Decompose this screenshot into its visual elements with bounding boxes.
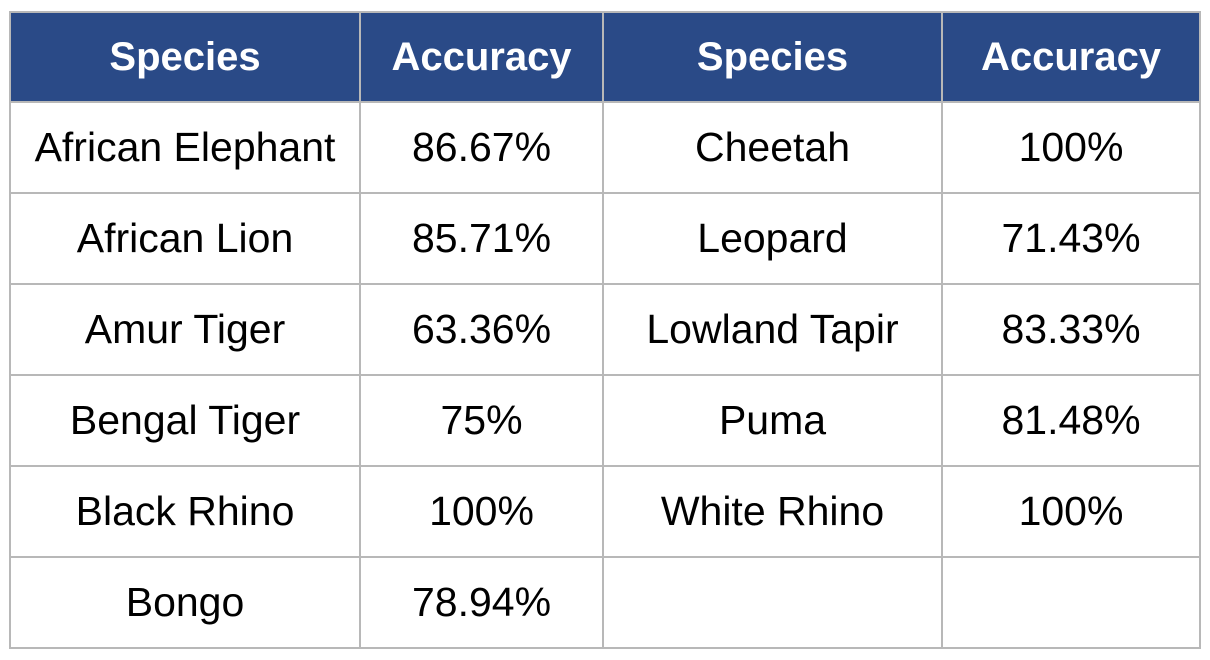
table-row: African Lion 85.71% Leopard 71.43% [9, 192, 1201, 285]
species-cell: White Rhino [602, 465, 943, 558]
species-cell: African Elephant [9, 101, 361, 194]
table-row: Bongo 78.94% [9, 556, 1201, 649]
accuracy-table-container: Species Accuracy Species Accuracy Africa… [9, 11, 1201, 649]
accuracy-cell: 100% [941, 101, 1201, 194]
accuracy-cell: 86.67% [359, 101, 604, 194]
table-header-row: Species Accuracy Species Accuracy [9, 11, 1201, 103]
empty-cell [602, 556, 943, 649]
empty-cell [941, 556, 1201, 649]
species-cell: African Lion [9, 192, 361, 285]
header-species-left: Species [9, 11, 361, 103]
species-cell: Amur Tiger [9, 283, 361, 376]
species-cell: Black Rhino [9, 465, 361, 558]
species-cell: Lowland Tapir [602, 283, 943, 376]
table-row: Bengal Tiger 75% Puma 81.48% [9, 374, 1201, 467]
table-row: Amur Tiger 63.36% Lowland Tapir 83.33% [9, 283, 1201, 376]
header-species-right: Species [602, 11, 943, 103]
species-cell: Bengal Tiger [9, 374, 361, 467]
species-cell: Cheetah [602, 101, 943, 194]
species-cell: Bongo [9, 556, 361, 649]
accuracy-cell: 100% [941, 465, 1201, 558]
accuracy-cell: 83.33% [941, 283, 1201, 376]
species-cell: Leopard [602, 192, 943, 285]
accuracy-cell: 63.36% [359, 283, 604, 376]
header-accuracy-right: Accuracy [941, 11, 1201, 103]
header-accuracy-left: Accuracy [359, 11, 604, 103]
accuracy-cell: 75% [359, 374, 604, 467]
table-row: African Elephant 86.67% Cheetah 100% [9, 101, 1201, 194]
table-row: Black Rhino 100% White Rhino 100% [9, 465, 1201, 558]
species-accuracy-table: Species Accuracy Species Accuracy Africa… [9, 11, 1201, 649]
accuracy-cell: 78.94% [359, 556, 604, 649]
accuracy-cell: 81.48% [941, 374, 1201, 467]
species-cell: Puma [602, 374, 943, 467]
accuracy-cell: 71.43% [941, 192, 1201, 285]
accuracy-cell: 100% [359, 465, 604, 558]
accuracy-cell: 85.71% [359, 192, 604, 285]
